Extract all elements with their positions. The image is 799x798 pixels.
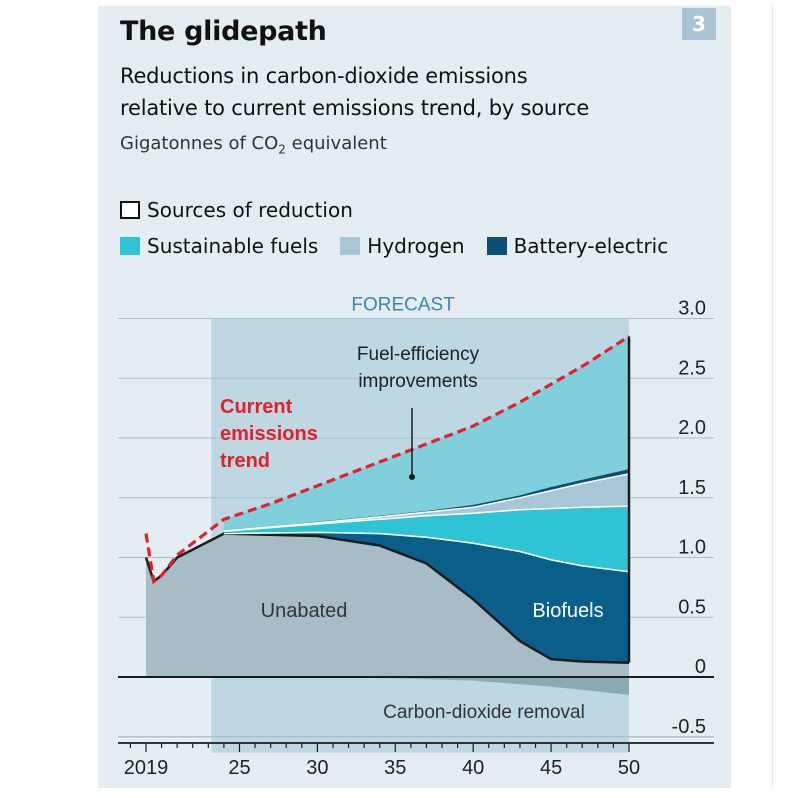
legend-outline-entry: Sources of reduction [120, 198, 353, 222]
unabated-area [146, 533, 629, 677]
sustainable-fuels-area [223, 506, 629, 572]
x-tick-label: 2019 [124, 757, 169, 779]
y-tick-label: -0.5 [672, 716, 706, 738]
x-tick-label: 40 [462, 757, 484, 779]
x-tick-label: 25 [228, 757, 250, 779]
x-tick-label: 30 [306, 757, 328, 779]
legend-item-sustainable-fuels: Sustainable fuels [120, 234, 318, 258]
legend: Sustainable fuels Hydrogen Battery-elect… [120, 234, 690, 258]
chart-number-badge: 3 [682, 8, 716, 40]
y-tick-label: 1.0 [678, 537, 706, 559]
layer-separator [223, 505, 630, 532]
x-tick-label: 45 [540, 757, 562, 779]
fuel-efficiency-annotation: improvements [358, 371, 477, 392]
legend-label: Hydrogen [367, 234, 465, 258]
scrollbar[interactable] [772, 6, 787, 788]
current-trend-annotation: Current [220, 396, 293, 418]
y-tick-label: 0 [695, 656, 706, 678]
forecast-label: FORECAST [351, 295, 455, 316]
fuel-efficiency-area [223, 336, 629, 532]
y-tick-label: 2.0 [678, 417, 706, 439]
y-tick-label: 0.5 [678, 596, 706, 618]
unit-label: Gigatonnes of CO2 equivalent [120, 133, 387, 157]
fuel-efficiency-pointer-dot [409, 474, 415, 480]
outline-swatch [120, 201, 140, 219]
hydrogen-area [223, 473, 629, 532]
biofuels-label: Biofuels [532, 600, 603, 622]
legend-item-battery-electric: Battery-electric [486, 234, 669, 258]
legend-item-hydrogen: Hydrogen [340, 234, 465, 258]
y-tick-label: 3.0 [678, 298, 706, 320]
layer-separator [223, 531, 630, 573]
carbon-dioxide-removal-area [223, 677, 629, 695]
unabated-label: Unabated [261, 600, 348, 622]
chart-subtitle-line2: relative to current emissions trend, by … [120, 96, 590, 120]
x-tick-label: 35 [384, 757, 406, 779]
carbon-dioxide-removal-label: Carbon-dioxide removal [383, 702, 585, 723]
legend-outline-label: Sources of reduction [147, 198, 353, 222]
legend-label: Sustainable fuels [147, 234, 319, 258]
current-trend-annotation: trend [220, 450, 270, 472]
chart-title: The glidepath [120, 16, 327, 47]
chart-subtitle-line1: Reductions in carbon-dioxide emissions [120, 64, 528, 88]
x-tick-label: 50 [618, 757, 640, 779]
layer-separator [223, 473, 630, 532]
legend-swatch [120, 237, 140, 255]
legend-swatch [340, 237, 361, 255]
fuel-efficiency-annotation: Fuel-efficiency [357, 344, 480, 365]
current-emissions-trend-line [144, 335, 630, 585]
legend-swatch [486, 237, 507, 255]
current-trend-annotation: emissions [220, 423, 318, 445]
legend-label: Battery-electric [513, 234, 669, 258]
y-tick-label: 1.5 [678, 477, 706, 499]
biofuels-area [223, 532, 629, 663]
y-tick-label: 2.5 [678, 357, 706, 379]
